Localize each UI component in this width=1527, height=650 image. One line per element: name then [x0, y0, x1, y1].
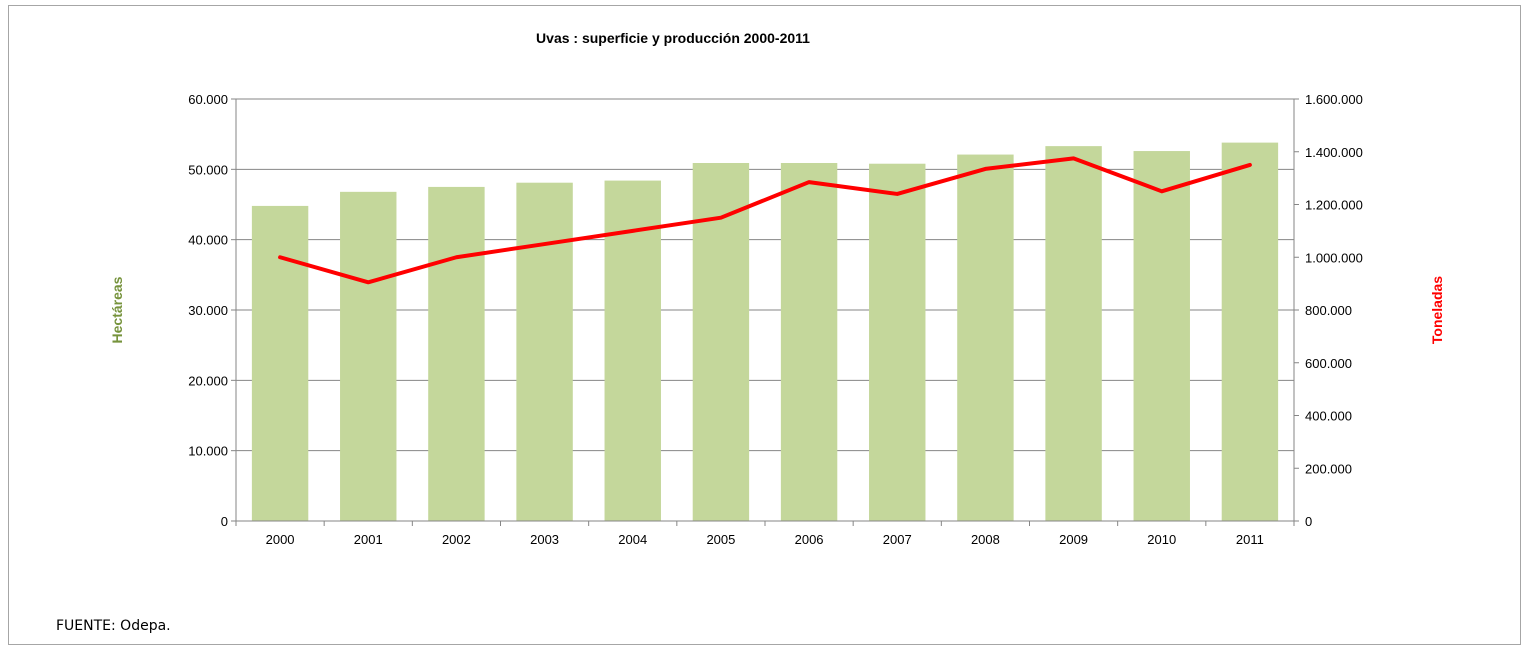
- x-tick-label: 2005: [706, 532, 735, 547]
- y-left-tick-label: 50.000: [188, 162, 228, 177]
- y-left-tick-label: 40.000: [188, 233, 228, 248]
- x-tick-label: 2003: [530, 532, 559, 547]
- y-left-tick-label: 10.000: [188, 444, 228, 459]
- x-tick-label: 2007: [883, 532, 912, 547]
- y-left-tick-label: 60.000: [188, 92, 228, 107]
- bar: [869, 163, 926, 521]
- x-tick-label: 2009: [1059, 532, 1088, 547]
- bar: [692, 163, 750, 521]
- tick-labels: 0 10.000 20.000 30.000 40.000 50.000 60.000 0 20…: [188, 92, 1363, 547]
- chart-frame: Uvas : superficie y producción 2000-2011…: [8, 5, 1521, 645]
- bar: [516, 182, 573, 522]
- bar: [604, 180, 661, 521]
- bar: [340, 191, 397, 521]
- bar: [1045, 146, 1102, 521]
- y-right-tick-label: 1.400.000: [1305, 145, 1363, 160]
- axes: [231, 98, 1299, 526]
- bar: [1133, 151, 1190, 521]
- chart-title: Uvas : superficie y producción 2000-2011: [536, 30, 810, 46]
- y-right-tick-label: 800.000: [1305, 303, 1352, 318]
- x-tick-label: 2002: [442, 532, 471, 547]
- y-right-tick-label: 1.200.000: [1305, 198, 1363, 213]
- y-right-tick-label: 600.000: [1305, 356, 1352, 371]
- x-tick-label: 2010: [1147, 532, 1176, 547]
- y-left-tick-label: 0: [221, 514, 228, 529]
- x-tick-label: 2004: [618, 532, 647, 547]
- line-series-path: [278, 156, 1252, 285]
- x-tick-label: 2006: [795, 532, 824, 547]
- bar: [251, 205, 309, 521]
- chart-svg: Uvas : superficie y producción 2000-2011…: [109, 30, 1445, 547]
- bar: [1221, 142, 1279, 521]
- x-tick-label: 2008: [971, 532, 1000, 547]
- x-tick-label: 2000: [266, 532, 295, 547]
- y-right-tick-label: 0: [1305, 514, 1312, 529]
- y-left-axis-title: Hectáreas: [109, 276, 125, 343]
- x-tick-label: 2011: [1236, 532, 1264, 547]
- line-series: [278, 156, 1252, 285]
- y-right-tick-label: 200.000: [1305, 461, 1352, 476]
- x-tick-label: 2001: [354, 532, 383, 547]
- y-right-axis-title: Toneladas: [1429, 276, 1445, 344]
- bar: [428, 186, 485, 521]
- y-right-tick-label: 1.000.000: [1305, 250, 1363, 265]
- y-right-tick-label: 400.000: [1305, 409, 1352, 424]
- y-left-tick-label: 20.000: [188, 373, 228, 388]
- y-left-tick-label: 30.000: [188, 303, 228, 318]
- bar: [957, 154, 1014, 521]
- bar: [780, 163, 838, 521]
- gridlines: [236, 98, 1294, 452]
- y-right-tick-label: 1.600.000: [1305, 92, 1363, 107]
- source-note: FUENTE: Odepa.: [56, 618, 171, 634]
- bar-series: [251, 142, 1279, 522]
